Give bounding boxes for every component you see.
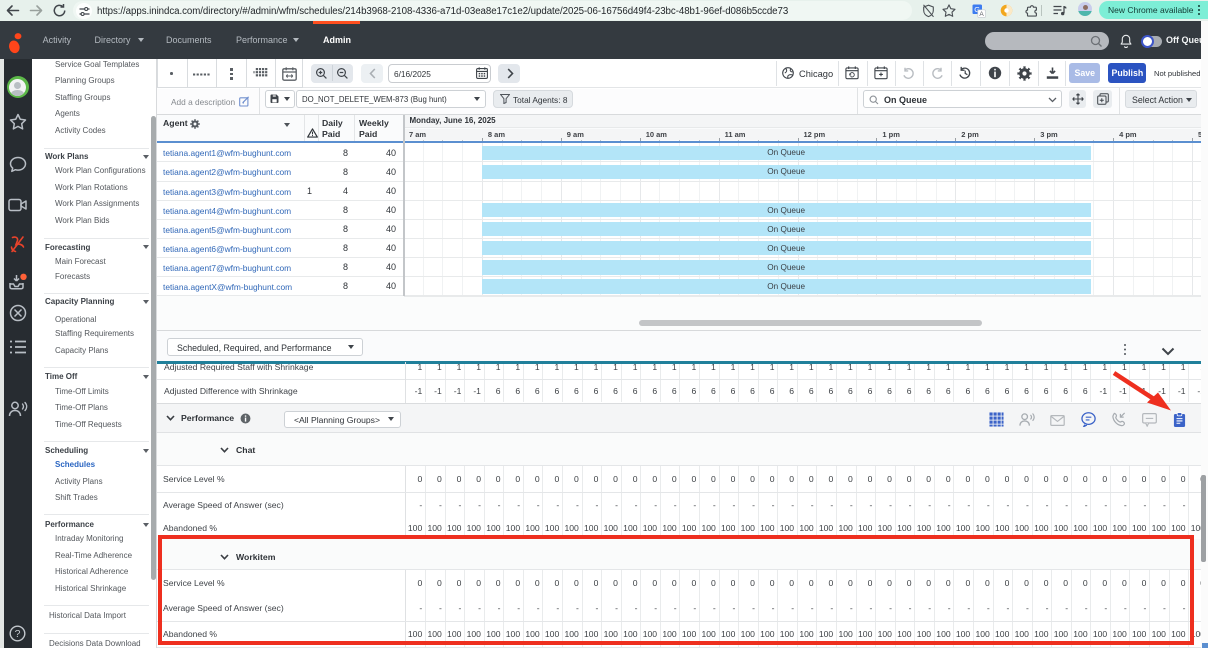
svg-text:?: ? [15,628,21,640]
svg-text:G: G [974,5,980,14]
svg-text:A: A [979,11,984,18]
